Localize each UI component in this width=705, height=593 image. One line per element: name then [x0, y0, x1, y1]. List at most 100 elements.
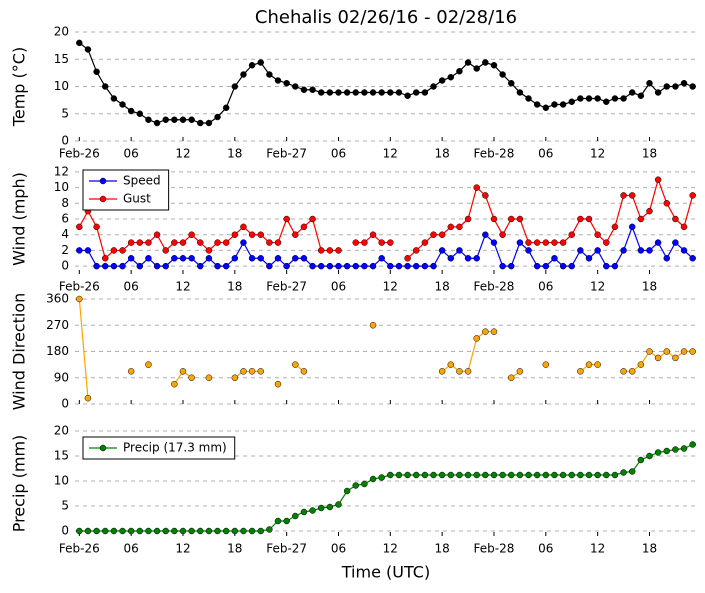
data-point: [300, 223, 308, 231]
x-tick-label: 12: [590, 147, 605, 161]
data-point: [84, 247, 92, 254]
data-point: [680, 79, 688, 87]
data-point: [654, 354, 662, 362]
data-point: [438, 368, 446, 375]
data-point: [214, 113, 221, 121]
data-point: [214, 239, 221, 246]
x-tick-label: 18: [642, 280, 657, 294]
data-point: [162, 247, 169, 254]
x-tick-label: 06: [124, 280, 139, 294]
y-tick-label: 10: [54, 79, 69, 93]
data-point: [119, 262, 126, 270]
x-tick-label: 18: [227, 147, 242, 161]
data-point: [266, 526, 273, 533]
data-point: [300, 255, 308, 262]
data-point: [663, 348, 671, 355]
data-point: [438, 231, 446, 238]
data-point: [292, 512, 299, 520]
data-point: [568, 231, 575, 238]
data-point: [637, 361, 645, 368]
legend-box: [82, 436, 236, 460]
data-point: [84, 46, 92, 53]
data-point: [119, 101, 126, 108]
data-point: [421, 262, 429, 270]
x-tick-label: 12: [175, 542, 190, 556]
data-point: [162, 262, 169, 270]
data-point: [689, 83, 696, 90]
data-point: [430, 231, 437, 238]
data-point: [577, 471, 584, 479]
data-point: [611, 223, 619, 231]
legend-marker: [99, 177, 107, 185]
data-point: [594, 247, 601, 254]
data-point: [516, 368, 524, 375]
data-point: [438, 247, 446, 254]
data-point: [205, 119, 213, 127]
data-point: [559, 239, 567, 246]
data-point: [110, 95, 118, 102]
x-tick-label: 18: [642, 542, 657, 556]
data-point: [464, 215, 472, 223]
data-point: [490, 328, 498, 335]
data-point: [533, 262, 541, 270]
data-point: [317, 247, 325, 254]
data-point: [292, 255, 299, 262]
data-point: [577, 368, 584, 375]
data-point: [490, 215, 498, 223]
data-point: [222, 262, 230, 270]
data-point: [101, 262, 109, 270]
data-point: [585, 361, 593, 368]
data-point: [680, 445, 688, 452]
data-point: [188, 255, 195, 262]
data-point: [456, 223, 463, 231]
data-point: [499, 231, 506, 238]
data-point: [127, 368, 135, 375]
x-tick-label: 18: [227, 542, 242, 556]
x-tick-label: 06: [538, 147, 553, 161]
data-point: [663, 447, 671, 455]
x-tick-label: 06: [331, 147, 346, 161]
data-point: [222, 104, 230, 112]
data-point: [603, 98, 610, 106]
y-tick-label: 0: [61, 524, 69, 538]
data-point: [533, 471, 541, 479]
data-point: [585, 95, 593, 102]
data-point: [179, 116, 187, 123]
data-point: [628, 223, 636, 231]
data-point: [438, 77, 446, 84]
data-point: [240, 368, 247, 375]
data-point: [551, 255, 558, 262]
data-point: [689, 348, 696, 355]
data-point: [603, 471, 610, 479]
data-point: [559, 471, 567, 479]
data-point: [343, 262, 351, 270]
data-point: [611, 95, 619, 102]
data-point: [421, 89, 429, 96]
data-point: [162, 527, 169, 535]
data-point: [551, 101, 558, 108]
data-point: [559, 262, 567, 270]
y-axis-label: Wind Direction: [10, 293, 29, 411]
data-point: [352, 239, 360, 246]
data-point: [637, 456, 645, 464]
x-tick-label: 06: [331, 280, 346, 294]
data-point: [456, 247, 463, 254]
data-point: [654, 176, 662, 183]
data-point: [473, 184, 480, 191]
data-point: [248, 527, 256, 535]
x-tick-label: 06: [538, 280, 553, 294]
data-point: [361, 480, 368, 488]
data-point: [266, 71, 273, 78]
x-tick-label: 12: [590, 542, 605, 556]
data-point: [585, 255, 593, 262]
data-point: [231, 231, 239, 238]
x-tick-label: 18: [435, 147, 450, 161]
chart-title: Chehalis 02/26/16 - 02/28/16: [255, 7, 517, 28]
data-point: [628, 368, 636, 375]
data-point: [188, 116, 195, 123]
data-point: [188, 527, 195, 535]
data-point: [628, 468, 636, 475]
data-point: [205, 247, 213, 254]
data-point: [171, 527, 178, 535]
data-point: [197, 527, 204, 535]
